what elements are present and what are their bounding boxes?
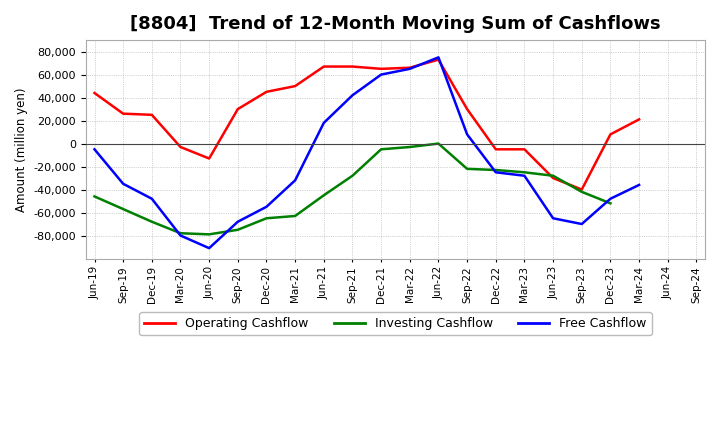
Free Cashflow	[606, 196, 615, 202]
Investing Cashflow	[348, 173, 357, 178]
Investing Cashflow	[377, 147, 385, 152]
Investing Cashflow	[463, 166, 472, 172]
Operating Cashflow	[405, 65, 414, 70]
Free Cashflow	[520, 173, 528, 178]
Legend: Operating Cashflow, Investing Cashflow, Free Cashflow: Operating Cashflow, Investing Cashflow, …	[139, 312, 652, 335]
Free Cashflow	[148, 196, 156, 202]
Investing Cashflow	[606, 201, 615, 206]
Operating Cashflow	[549, 176, 557, 181]
Operating Cashflow	[320, 64, 328, 69]
Free Cashflow	[377, 72, 385, 77]
Operating Cashflow	[233, 106, 242, 112]
Operating Cashflow	[262, 89, 271, 95]
Operating Cashflow	[577, 187, 586, 192]
Operating Cashflow	[492, 147, 500, 152]
Investing Cashflow	[204, 232, 213, 237]
Operating Cashflow	[148, 112, 156, 117]
Operating Cashflow	[119, 111, 127, 116]
Investing Cashflow	[492, 167, 500, 172]
Free Cashflow	[348, 93, 357, 98]
Operating Cashflow	[434, 57, 443, 62]
Operating Cashflow	[377, 66, 385, 71]
Free Cashflow	[320, 120, 328, 125]
Investing Cashflow	[577, 189, 586, 194]
Line: Operating Cashflow: Operating Cashflow	[94, 60, 639, 190]
Free Cashflow	[233, 219, 242, 224]
Operating Cashflow	[176, 144, 185, 150]
Free Cashflow	[90, 147, 99, 152]
Investing Cashflow	[148, 219, 156, 224]
Investing Cashflow	[405, 144, 414, 150]
Operating Cashflow	[606, 132, 615, 137]
Investing Cashflow	[434, 141, 443, 146]
Operating Cashflow	[520, 147, 528, 152]
Line: Free Cashflow: Free Cashflow	[94, 57, 639, 248]
Investing Cashflow	[291, 213, 300, 219]
Investing Cashflow	[90, 194, 99, 199]
Investing Cashflow	[520, 170, 528, 175]
Investing Cashflow	[119, 206, 127, 212]
Free Cashflow	[549, 216, 557, 221]
Investing Cashflow	[176, 231, 185, 236]
Operating Cashflow	[90, 90, 99, 95]
Free Cashflow	[291, 178, 300, 183]
Operating Cashflow	[204, 156, 213, 161]
Operating Cashflow	[348, 64, 357, 69]
Free Cashflow	[204, 246, 213, 251]
Free Cashflow	[405, 66, 414, 71]
Free Cashflow	[635, 182, 644, 187]
Title: [8804]  Trend of 12-Month Moving Sum of Cashflows: [8804] Trend of 12-Month Moving Sum of C…	[130, 15, 661, 33]
Free Cashflow	[463, 132, 472, 137]
Free Cashflow	[577, 221, 586, 227]
Investing Cashflow	[262, 216, 271, 221]
Investing Cashflow	[549, 173, 557, 178]
Operating Cashflow	[635, 117, 644, 122]
Operating Cashflow	[291, 84, 300, 89]
Free Cashflow	[434, 55, 443, 60]
Free Cashflow	[492, 170, 500, 175]
Free Cashflow	[262, 204, 271, 209]
Y-axis label: Amount (million yen): Amount (million yen)	[15, 87, 28, 212]
Line: Investing Cashflow: Investing Cashflow	[94, 143, 611, 235]
Free Cashflow	[119, 181, 127, 187]
Investing Cashflow	[320, 193, 328, 198]
Free Cashflow	[176, 233, 185, 238]
Investing Cashflow	[233, 227, 242, 232]
Operating Cashflow	[463, 106, 472, 112]
